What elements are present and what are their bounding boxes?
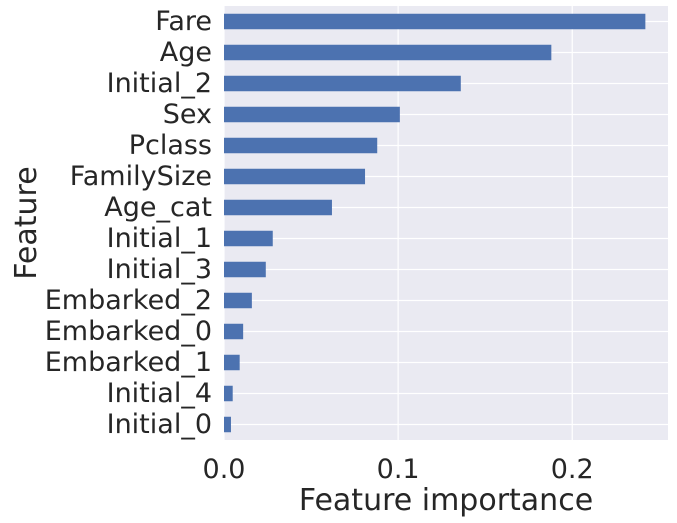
bar-age [224, 44, 552, 61]
y-tick-label-age: Age [160, 37, 212, 68]
y-tick-labels: FareAgeInitial_2SexPclassFamilySizeAge_c… [45, 6, 212, 440]
bar-familysize [224, 168, 366, 185]
y-tick-label-pclass: Pclass [129, 130, 212, 161]
y-tick-label-sex: Sex [163, 99, 212, 130]
bar-initial-4 [224, 385, 233, 402]
y-tick-label-familysize: FamilySize [70, 161, 212, 192]
y-tick-label-initial-1: Initial_1 [107, 223, 212, 254]
plot-area [224, 6, 668, 440]
x-axis-label: Feature importance [299, 483, 593, 518]
y-tick-label-embarked-2: Embarked_2 [45, 285, 212, 316]
x-tick-label-2: 0.2 [551, 454, 594, 485]
y-tick-label-fare: Fare [155, 6, 212, 37]
bar-initial-2 [224, 75, 461, 92]
bar-initial-3 [224, 261, 266, 278]
bar-embarked-0 [224, 323, 244, 340]
bar-embarked-1 [224, 354, 240, 371]
y-tick-label-embarked-1: Embarked_1 [45, 347, 212, 378]
x-tick-label-1: 0.1 [377, 454, 420, 485]
x-tick-label-0: 0.0 [203, 454, 246, 485]
y-axis-label: Feature [9, 166, 44, 279]
bar-embarked-2 [224, 292, 252, 309]
bar-sex [224, 106, 400, 123]
bars [224, 13, 646, 433]
y-tick-label-initial-2: Initial_2 [107, 68, 212, 99]
bar-initial-0 [224, 416, 231, 433]
bar-initial-1 [224, 230, 273, 247]
y-tick-label-initial-3: Initial_3 [107, 254, 212, 285]
y-tick-label-initial-4: Initial_4 [107, 378, 212, 409]
y-tick-label-embarked-0: Embarked_0 [45, 316, 212, 347]
bar-pclass [224, 137, 378, 154]
x-tick-labels: 0.0 0.1 0.2 [203, 454, 594, 485]
y-tick-label-initial-0: Initial_0 [107, 409, 212, 440]
bar-age-cat [224, 199, 332, 216]
y-tick-label-age-cat: Age_cat [104, 192, 212, 223]
bar-fare [224, 13, 646, 30]
